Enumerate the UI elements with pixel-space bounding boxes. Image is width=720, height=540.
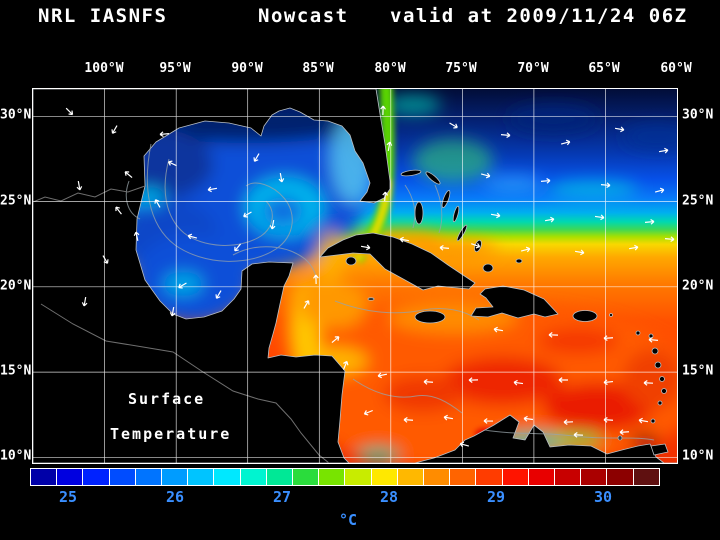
colorbar-tick-25: 25 xyxy=(58,488,78,506)
lat-label-left-20n: 20°N xyxy=(0,278,32,294)
product-name: NRL IASNFS xyxy=(38,5,168,27)
colorbar-segment xyxy=(293,469,320,485)
colorbar-segment xyxy=(266,469,294,485)
lat-label-left-15n: 15°N xyxy=(0,363,32,379)
valid-time: valid at 2009/11/24 06Z xyxy=(390,5,688,27)
colorbar-segment xyxy=(371,469,398,485)
lat-label-right-20n: 20°N xyxy=(682,278,714,294)
colorbar-segment xyxy=(57,469,84,485)
sst-map xyxy=(32,88,678,464)
lon-label-90w: 90°W xyxy=(231,61,263,76)
colorbar-tick-30: 30 xyxy=(593,488,613,506)
colorbar-segment xyxy=(581,469,608,485)
colorbar-segment xyxy=(135,469,163,485)
lon-label-75w: 75°W xyxy=(445,61,477,76)
lon-label-60w: 60°W xyxy=(660,61,692,76)
colorbar-tick-28: 28 xyxy=(379,488,399,506)
lat-label-left-25n: 25°N xyxy=(0,193,32,209)
lat-label-left-10n: 10°N xyxy=(0,448,32,464)
colorbar-segment xyxy=(528,469,556,485)
lon-label-95w: 95°W xyxy=(159,61,191,76)
colorbar-segment xyxy=(607,469,634,485)
colorbar xyxy=(30,468,660,486)
land-masses xyxy=(33,89,677,463)
graticule-grid xyxy=(33,89,677,463)
colorbar-segment xyxy=(397,469,425,485)
map-canvas xyxy=(33,89,677,463)
forecast-type: Nowcast xyxy=(258,5,349,27)
lon-label-100w: 100°W xyxy=(84,61,124,76)
colorbar-unit: °C xyxy=(338,511,358,529)
colorbar-segment xyxy=(450,469,477,485)
colorbar-segment xyxy=(555,469,582,485)
colorbar-segment xyxy=(214,469,241,485)
overlay-label-temperature: Temperature xyxy=(110,425,232,443)
colorbar-segment xyxy=(633,469,659,485)
lat-label-right-15n: 15°N xyxy=(682,363,714,379)
colorbar-segment xyxy=(188,469,215,485)
colorbar-segment xyxy=(240,469,267,485)
colorbar-segment xyxy=(31,469,58,485)
lon-label-80w: 80°W xyxy=(374,61,406,76)
colorbar-segment xyxy=(424,469,451,485)
lat-label-right-10n: 10°N xyxy=(682,448,714,464)
colorbar-segment xyxy=(476,469,503,485)
overlay-label-surface: Surface xyxy=(128,390,206,408)
colorbar-segment xyxy=(109,469,136,485)
lat-label-right-30n: 30°N xyxy=(682,107,714,123)
colorbar-segment xyxy=(319,469,346,485)
colorbar-tick-29: 29 xyxy=(486,488,506,506)
colorbar-segment xyxy=(83,469,110,485)
lon-label-70w: 70°W xyxy=(517,61,549,76)
colorbar-segment xyxy=(502,469,529,485)
colorbar-segment xyxy=(162,469,189,485)
lon-label-65w: 65°W xyxy=(588,61,620,76)
colorbar-tick-26: 26 xyxy=(165,488,185,506)
colorbar-segment xyxy=(345,469,372,485)
lat-label-right-25n: 25°N xyxy=(682,193,714,209)
inland-coastline-lines xyxy=(33,185,330,463)
colorbar-tick-27: 27 xyxy=(272,488,292,506)
lon-label-85w: 85°W xyxy=(302,61,334,76)
lat-label-left-30n: 30°N xyxy=(0,107,32,123)
